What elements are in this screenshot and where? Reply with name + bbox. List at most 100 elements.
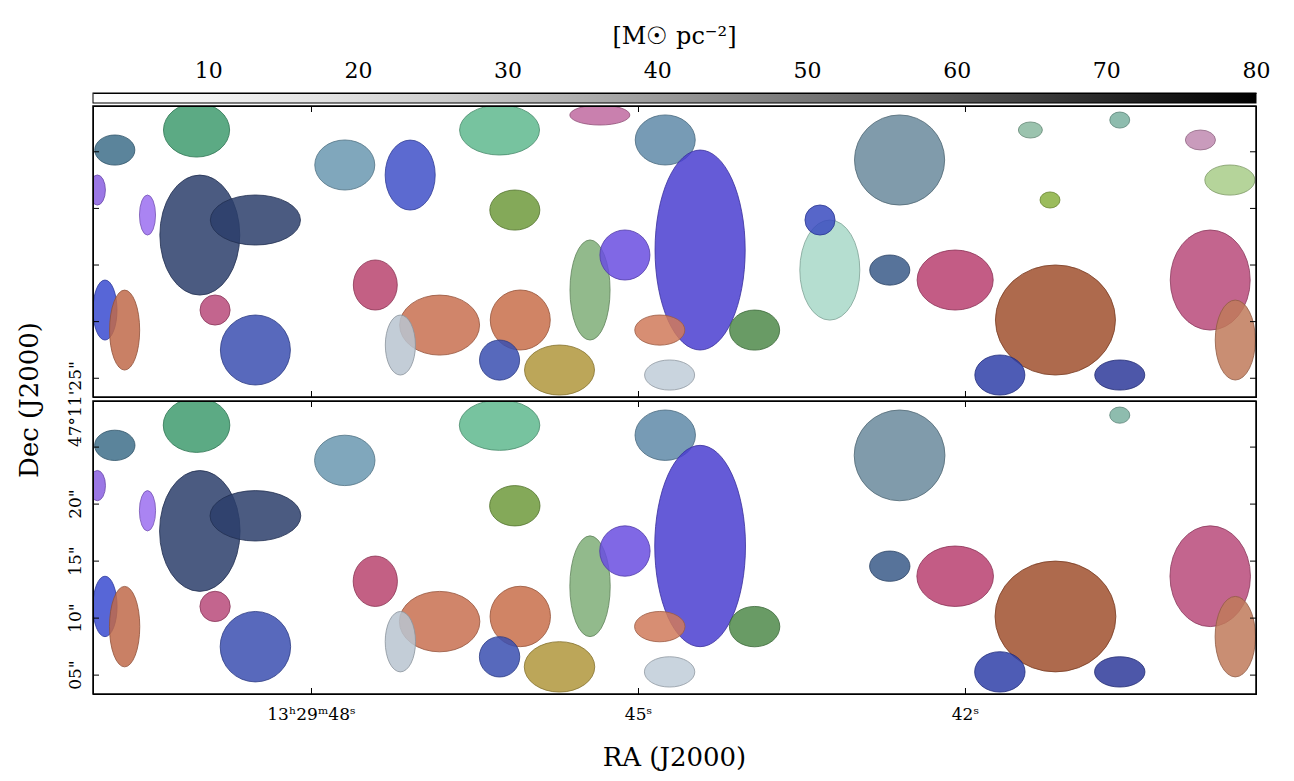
y-tick-mark (1250, 618, 1256, 619)
cloud (917, 250, 993, 310)
y-axis (1250, 402, 1257, 695)
cloud (210, 491, 301, 541)
y-axis-title: Dec (J2000) (14, 322, 44, 478)
y-axis (93, 107, 99, 398)
panel: 47°11'25"20"15"10"05"13ʰ29ᵐ48ˢ45ˢ42ˢ (65, 361, 1257, 724)
cloud (110, 290, 140, 370)
cloud (870, 551, 910, 581)
cloud (1205, 165, 1255, 195)
cloud (729, 606, 779, 646)
cloud (490, 486, 540, 526)
cloud (600, 526, 650, 576)
colorbar-tick: 70 (1093, 58, 1121, 93)
cloud (460, 106, 540, 155)
x-tick: 45ˢ (625, 688, 652, 724)
y-tick-mark (1250, 378, 1256, 379)
y-tick-mark (93, 675, 99, 676)
x-tick-label: 13ʰ29ᵐ48ˢ (267, 704, 355, 724)
cloud (93, 470, 105, 500)
colorbar-tick-label: 40 (644, 58, 672, 83)
y-axis-line (1250, 402, 1257, 695)
colorbar-tick: 80 (1243, 58, 1271, 93)
x-tick-mark (638, 688, 639, 694)
x-tick-mark (311, 106, 312, 112)
cloud (139, 195, 155, 235)
x-tick-label: 45ˢ (625, 704, 652, 724)
y-tick (93, 321, 99, 322)
y-tick-mark (1250, 675, 1256, 676)
x-axis-line (94, 391, 1257, 398)
y-tick (1250, 321, 1256, 322)
cloud (163, 401, 230, 452)
cloud (480, 340, 520, 380)
panel-frame (93, 401, 1256, 694)
x-axis (94, 391, 1257, 398)
y-tick-mark (93, 265, 99, 266)
cloud (315, 140, 375, 190)
cloud (800, 220, 860, 320)
y-tick-label: 20" (65, 489, 85, 518)
cloud (459, 401, 539, 450)
cloud (645, 360, 695, 390)
x-axis-line (94, 107, 1257, 113)
x-tick (311, 401, 312, 407)
y-tick (1250, 265, 1256, 266)
cloud (1185, 130, 1215, 150)
colorbar-tick-label: 80 (1243, 58, 1271, 83)
clouds (93, 401, 1255, 692)
cloud (109, 586, 139, 666)
y-tick (1250, 561, 1256, 562)
cloud (315, 435, 375, 485)
cloud (385, 140, 435, 210)
cloud (635, 611, 685, 641)
cloud (220, 315, 290, 385)
x-tick-mark (311, 688, 312, 694)
y-tick-mark (93, 321, 99, 322)
cloud (1018, 122, 1042, 138)
colorbar-tick-label: 10 (195, 58, 223, 83)
y-tick-mark (93, 447, 99, 448)
y-tick-mark (1250, 321, 1256, 322)
y-tick: 15" (65, 546, 99, 575)
x-axis-line (94, 688, 1257, 695)
cloud (353, 260, 397, 310)
cloud (854, 410, 945, 501)
y-tick-label: 47°11'25" (65, 361, 85, 447)
x-tick-mark (311, 391, 312, 397)
colorbar-tick-label: 70 (1093, 58, 1121, 83)
cloud (93, 175, 105, 205)
y-axis-line (94, 402, 100, 695)
cloud (1110, 407, 1130, 423)
cloud (200, 591, 230, 621)
cloud (220, 611, 290, 681)
y-tick (1250, 447, 1256, 448)
y-axis-line (1250, 107, 1257, 398)
x-tick (638, 106, 639, 112)
y-tick-mark (1250, 151, 1256, 152)
cloud (1215, 596, 1255, 676)
x-axis: 13ʰ29ᵐ48ˢ45ˢ42ˢ (94, 688, 1257, 724)
cloud (95, 430, 135, 460)
x-tick: 13ʰ29ᵐ48ˢ (267, 688, 355, 724)
cloud (644, 657, 694, 687)
y-tick-label: 10" (65, 603, 85, 632)
y-tick (1250, 504, 1256, 505)
y-tick: 20" (65, 489, 99, 518)
x-tick (638, 391, 639, 397)
y-tick (1250, 675, 1256, 676)
y-tick-mark (93, 378, 99, 379)
x-tick-mark (965, 688, 966, 694)
x-tick (638, 401, 639, 407)
colorbar-tick-label: 60 (943, 58, 971, 83)
x-tick-mark (965, 401, 966, 407)
cloud (635, 315, 685, 345)
panel (89, 103, 1256, 398)
colorbar-tick: 10 (195, 58, 223, 93)
y-tick-mark (1250, 208, 1256, 209)
cloud (975, 355, 1025, 395)
cloud (479, 637, 519, 677)
cloud (385, 315, 415, 375)
y-tick (1250, 618, 1256, 619)
colorbar-label: [M☉ pc⁻²] (612, 22, 736, 50)
y-tick-mark (93, 561, 99, 562)
